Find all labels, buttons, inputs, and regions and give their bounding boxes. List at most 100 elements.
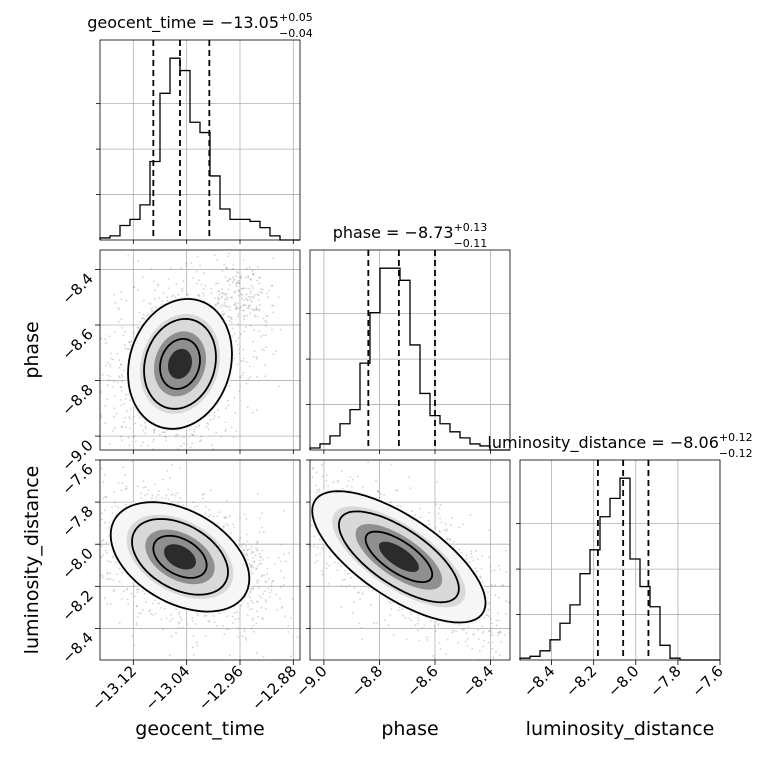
scatter-point: [210, 292, 213, 295]
scatter-point: [113, 588, 116, 591]
scatter-point: [245, 382, 248, 385]
scatter-point: [234, 291, 237, 293]
scatter-point: [237, 323, 239, 326]
scatter-point: [258, 559, 261, 562]
scatter-point: [468, 561, 471, 564]
scatter-point: [246, 554, 249, 557]
title-median: −8.06: [670, 433, 719, 452]
scatter-point: [116, 352, 119, 355]
scatter-point: [427, 519, 430, 522]
scatter-point: [446, 539, 448, 541]
hist-step-phase: [309, 267, 510, 451]
scatter-point: [227, 399, 230, 402]
scatter-point: [100, 391, 103, 393]
scatter-point: [260, 562, 263, 565]
scatter-point: [236, 305, 238, 308]
scatter-point: [375, 622, 378, 624]
scatter-point: [179, 616, 182, 618]
scatter-point: [243, 299, 245, 302]
scatter-point: [216, 258, 219, 261]
scatter-point: [161, 431, 164, 434]
scatter-point: [267, 587, 270, 590]
scatter-point: [246, 298, 249, 301]
scatter-point: [120, 298, 123, 301]
scatter-point: [321, 475, 324, 478]
scatter-point: [120, 318, 123, 321]
scatter-point: [262, 655, 265, 658]
scatter-point: [118, 308, 121, 311]
scatter-point: [261, 291, 263, 294]
scatter-point: [378, 496, 381, 499]
scatter-point: [232, 436, 235, 439]
scatter-point: [437, 622, 440, 625]
scatter-point: [282, 576, 285, 579]
scatter-point: [390, 501, 392, 504]
scatter-point: [390, 608, 393, 610]
scatter-point: [147, 313, 150, 315]
scatter-point: [252, 631, 255, 633]
scatter-point: [232, 622, 235, 624]
scatter-point: [100, 416, 103, 418]
scatter-point: [228, 316, 231, 318]
scatter-point: [120, 399, 122, 401]
scatter-point: [465, 557, 468, 560]
scatter-point: [192, 635, 195, 638]
scatter-point: [464, 640, 467, 643]
scatter-point: [265, 292, 268, 295]
scatter-point: [348, 584, 351, 587]
scatter-point: [186, 293, 189, 296]
scatter-point: [266, 315, 269, 317]
scatter-point: [236, 363, 239, 366]
scatter-point: [111, 556, 114, 559]
scatter-point: [158, 434, 161, 436]
scatter-point: [102, 554, 104, 556]
density-fill-core: [164, 544, 196, 570]
scatter-point: [106, 374, 109, 377]
scatter-point: [233, 332, 236, 335]
scatter-point: [232, 268, 235, 271]
scatter-point: [114, 501, 116, 504]
scatter-point: [120, 386, 123, 388]
scatter-point: [146, 493, 149, 496]
scatter-point: [153, 428, 156, 431]
scatter-point: [283, 553, 285, 555]
scatter-point: [124, 426, 127, 429]
scatter-point: [255, 622, 258, 625]
scatter-point: [121, 482, 124, 484]
scatter-point: [443, 529, 446, 532]
scatter-point: [222, 525, 225, 528]
scatter-point: [205, 614, 208, 617]
x-axis-label-luminosity_distance: luminosity_distance: [526, 718, 715, 740]
scatter-point: [131, 460, 134, 463]
scatter-point: [106, 362, 109, 364]
scatter-point: [272, 353, 275, 355]
scatter-point: [487, 642, 490, 644]
scatter-point: [127, 348, 130, 351]
scatter-point: [251, 295, 254, 298]
scatter-point: [311, 468, 314, 470]
scatter-point: [447, 537, 449, 540]
scatter-point: [248, 307, 250, 310]
scatter-point: [497, 631, 500, 634]
scatter-point: [107, 560, 110, 562]
scatter-point: [343, 569, 346, 572]
scatter-point: [246, 267, 248, 270]
scatter-point: [138, 311, 141, 314]
scatter-point: [206, 422, 209, 425]
scatter-point: [311, 476, 314, 478]
scatter-point: [451, 631, 454, 634]
scatter-point: [234, 308, 237, 310]
scatter-point: [257, 265, 259, 268]
scatter-point: [186, 623, 189, 625]
scatter-point: [438, 531, 441, 533]
scatter-point: [349, 476, 352, 478]
scatter-point: [122, 466, 125, 469]
scatter-point: [135, 588, 138, 591]
scatter-point: [225, 522, 228, 525]
scatter-point: [225, 267, 228, 270]
scatter-point: [101, 467, 103, 470]
hist-frame: [99, 39, 301, 241]
scatter-point: [250, 564, 253, 567]
scatter-point: [120, 390, 123, 392]
title-median: −8.73: [405, 223, 454, 242]
